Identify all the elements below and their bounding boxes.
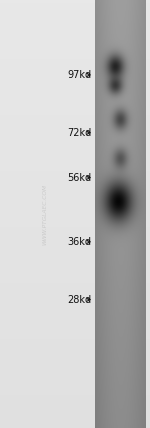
Text: 56kd: 56kd [67,172,91,183]
Text: 36kd: 36kd [67,237,91,247]
Text: 28kd: 28kd [67,294,91,305]
Text: 97kd: 97kd [67,70,91,80]
Text: WWW.PTGLAEC.COM: WWW.PTGLAEC.COM [42,184,48,244]
Text: 72kd: 72kd [67,128,91,138]
